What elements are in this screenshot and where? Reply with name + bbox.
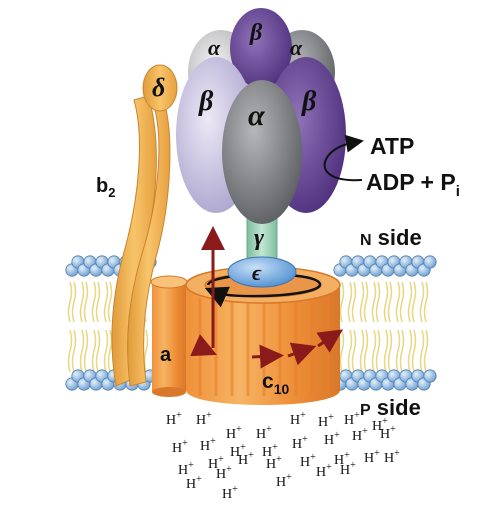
c10-label: c10 — [262, 370, 289, 397]
proton-label: H+ — [372, 416, 388, 434]
proton-label: H+ — [238, 450, 254, 468]
epsilon-label: ϵ — [252, 260, 262, 285]
beta-right-label: β — [301, 86, 317, 117]
adp-pi-label: ADP + Pi — [366, 169, 460, 200]
proton-label: H+ — [196, 410, 212, 428]
proton-label: H+ — [316, 462, 332, 480]
proton-label: H+ — [200, 436, 216, 454]
proton-label: H+ — [300, 452, 316, 470]
proton-label: H+ — [292, 434, 308, 452]
beta-top-subunit — [230, 8, 292, 88]
lipid-tail — [103, 281, 113, 323]
lipid-tail — [371, 281, 381, 323]
proton-label: H+ — [216, 464, 232, 482]
proton-label: H+ — [384, 448, 400, 466]
proton-label: H+ — [318, 412, 334, 430]
proton-label: H+ — [324, 430, 340, 448]
gamma-label: γ — [254, 225, 264, 251]
proton-label: H+ — [166, 410, 182, 428]
alpha-left-label: α — [208, 35, 221, 60]
proton-label: H+ — [266, 454, 282, 472]
proton-label: H+ — [262, 442, 278, 460]
proton-label: H+ — [276, 472, 292, 490]
proton-label: H+ — [230, 442, 246, 460]
lipid-tail — [371, 329, 381, 373]
f1-head — [176, 8, 346, 224]
lipid-tail — [359, 329, 369, 373]
lipid-tail — [407, 281, 417, 323]
lipid-tail — [347, 329, 357, 373]
b2-label: b2 — [96, 175, 115, 200]
lipid-tail — [103, 329, 113, 373]
epsilon-subunit — [227, 256, 297, 288]
pi-subscript: i — [456, 183, 460, 200]
lipid-tail — [347, 281, 357, 323]
atp-label: ATP — [370, 133, 414, 159]
proton-label: H+ — [186, 474, 202, 492]
lipid-tail — [395, 281, 405, 323]
proton-label: H+ — [340, 460, 356, 478]
lipid-tail — [91, 281, 101, 323]
lipid-tail — [395, 329, 405, 373]
proton-cloud: H+ H+H+ H+H+ H+ H+H+H+ H+H+ H+ H+ H+ H+ H+H+ H+ H+H+… — [166, 410, 400, 502]
proton-label: H+ — [208, 454, 224, 472]
lipid-tail — [91, 329, 101, 373]
beta-top-label: β — [249, 20, 263, 46]
lipid-tail — [67, 329, 77, 373]
lipid-tail — [383, 281, 393, 323]
p-side-label: P side — [360, 395, 421, 420]
delta-subunit — [142, 64, 178, 112]
proton-label: H+ — [226, 424, 242, 442]
b2-stalk — [111, 95, 171, 387]
a-subunit-label: a — [160, 344, 172, 366]
proton-label: H+ — [364, 448, 380, 466]
a-subunit — [150, 275, 188, 397]
lipid-tail — [419, 281, 429, 323]
lipid-tail — [359, 281, 369, 323]
proton-label: H+ — [256, 424, 272, 442]
proton-path-arrows — [190, 226, 343, 369]
lipid-tail — [67, 281, 77, 323]
beta-left-label: β — [198, 86, 214, 117]
proton-label: H+ — [380, 424, 396, 442]
lipid-tail — [383, 329, 393, 373]
proton-label: H+ — [290, 410, 306, 428]
c10-subscript: 10 — [274, 381, 290, 397]
alpha-center-label: α — [248, 99, 265, 132]
lipid-tail — [419, 329, 429, 373]
b2-subscript: 2 — [108, 185, 115, 200]
proton-label: H+ — [222, 484, 238, 502]
lipid-tail — [407, 329, 417, 373]
delta-label: δ — [152, 73, 165, 102]
proton-label: H+ — [352, 426, 368, 444]
proton-label: H+ — [334, 450, 350, 468]
n-side-label: N side — [360, 225, 422, 250]
lipid-head — [423, 369, 437, 383]
alpha-right-label: α — [290, 35, 303, 60]
proton-label: H+ — [344, 410, 360, 428]
proton-label: H+ — [172, 438, 188, 456]
lipid-head — [423, 255, 437, 269]
alpha-center-subunit — [222, 80, 302, 224]
proton-label: H+ — [178, 460, 194, 478]
lipid-tail — [79, 329, 89, 373]
lipid-tail — [79, 281, 89, 323]
atp-synthesis-arrow — [323, 134, 364, 182]
